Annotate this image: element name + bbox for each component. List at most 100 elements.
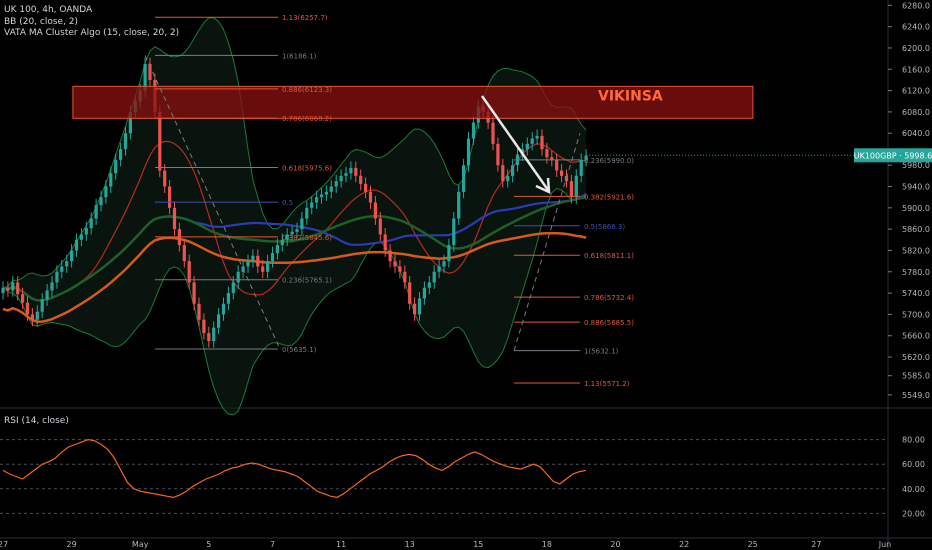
candle-body	[442, 261, 446, 267]
time-tick-label: 13	[405, 540, 415, 549]
candle-body	[226, 293, 230, 304]
rsi-tick-label: 80.00	[902, 436, 925, 445]
candle-body	[217, 314, 221, 328]
candle-body	[65, 261, 69, 267]
candle-body	[21, 294, 25, 303]
candle-body	[560, 170, 564, 176]
candle-body	[506, 175, 510, 182]
rsi-legend: RSI (14, close)	[4, 416, 69, 426]
fib-left-label: 0.236(5765.1)	[282, 277, 332, 285]
fib-left-label: 0.886(6123.3)	[282, 86, 332, 94]
candle-body	[236, 271, 240, 283]
price-tick-label: 5740.0	[902, 289, 930, 298]
candle-body	[182, 245, 186, 262]
ma-fast-line	[2, 140, 587, 302]
fib-left-label: 0.5	[282, 199, 293, 207]
candle-body	[388, 250, 392, 262]
time-tick-label: 5	[206, 540, 211, 549]
candle-body	[207, 333, 211, 342]
time-tick-label: 18	[542, 540, 552, 549]
candle-body	[447, 245, 451, 262]
candle-body	[564, 175, 569, 182]
fib-left-label: 0.786(6068.2)	[282, 115, 332, 123]
candle-body	[530, 138, 534, 144]
candle-body	[60, 266, 64, 272]
candle-body	[221, 303, 226, 315]
price-tick-label: 6200.0	[902, 44, 930, 53]
candle-body	[452, 218, 456, 246]
fib-right-label: 0.382(5921.6)	[584, 193, 634, 201]
time-tick-label: 27	[811, 540, 821, 549]
candle-body	[231, 282, 235, 294]
candle-body	[40, 299, 44, 312]
price-tick-label: 6040.0	[902, 129, 930, 138]
candle-body	[30, 314, 34, 320]
candle-body	[300, 218, 304, 230]
candle-body	[378, 218, 382, 235]
candle-body	[261, 266, 265, 272]
fib-left-label: 0.382(5845.6)	[282, 234, 332, 242]
candle-body	[246, 261, 250, 267]
price-tag-label: UK100GBP · 5998.6	[854, 151, 932, 160]
resistance-zone	[72, 85, 754, 119]
fib-right-connector	[513, 133, 581, 351]
bb-lower-line	[2, 187, 587, 416]
candle-body	[128, 111, 132, 134]
candle-body	[408, 282, 412, 304]
candle-body	[11, 282, 15, 291]
candle-body	[545, 149, 549, 158]
candle-body	[427, 282, 431, 288]
candle-body	[197, 303, 201, 320]
candle-body	[89, 218, 93, 229]
price-tick-label: 5940.0	[902, 183, 930, 192]
candle-body	[270, 253, 275, 262]
candle-body	[466, 138, 471, 166]
trend-arrow-head	[535, 177, 551, 195]
candle-body	[354, 167, 358, 176]
candle-body	[310, 202, 314, 208]
candle-body	[172, 207, 177, 230]
bb-fill	[3, 17, 587, 415]
candle-body	[555, 159, 559, 171]
price-tick-label: 6240.0	[902, 23, 930, 32]
candle-body	[329, 186, 333, 192]
time-tick-label: 20	[610, 540, 620, 549]
time-tick-label: Jun	[878, 540, 892, 549]
time-tick-label: May	[132, 540, 149, 549]
candle-body	[540, 135, 544, 150]
candle-body	[94, 205, 98, 219]
fib-right-label: 0.236(5990.0)	[584, 157, 634, 165]
candle-body	[74, 239, 79, 251]
candle-body	[491, 122, 495, 144]
candle-body	[6, 287, 10, 291]
price-tick-label: 5980.0	[902, 161, 930, 170]
candle-body	[383, 234, 387, 251]
price-tick-label: 5549.0	[902, 391, 930, 400]
price-tag-box	[854, 148, 932, 163]
candle-body	[324, 191, 328, 195]
candle-body	[70, 250, 74, 262]
candle-body	[344, 173, 348, 176]
fib-right-label: 0.5(5866.3)	[584, 223, 625, 231]
price-tick-label: 6080.0	[902, 108, 930, 117]
candle-body	[290, 231, 294, 235]
ma-slow-green-line	[2, 195, 587, 302]
fib-right-label: 0.618(5811.1)	[584, 252, 634, 260]
candle-body	[285, 234, 289, 240]
candle-body	[511, 165, 515, 176]
candle-body	[79, 234, 83, 240]
candle-body	[123, 133, 128, 150]
fib-right-label: 0.786(5732.4)	[584, 294, 634, 302]
rsi-tick-label: 40.00	[902, 485, 925, 494]
time-tick-label: 7	[270, 540, 275, 549]
candle-body	[398, 266, 402, 272]
candle-body	[364, 183, 368, 192]
candle-body	[457, 191, 461, 219]
candle-body	[104, 186, 108, 198]
rsi-tick-label: 60.00	[902, 460, 925, 469]
candle-body	[413, 303, 417, 315]
candle-body	[16, 282, 20, 295]
candle-body	[1, 287, 5, 294]
candle-body	[45, 290, 49, 300]
